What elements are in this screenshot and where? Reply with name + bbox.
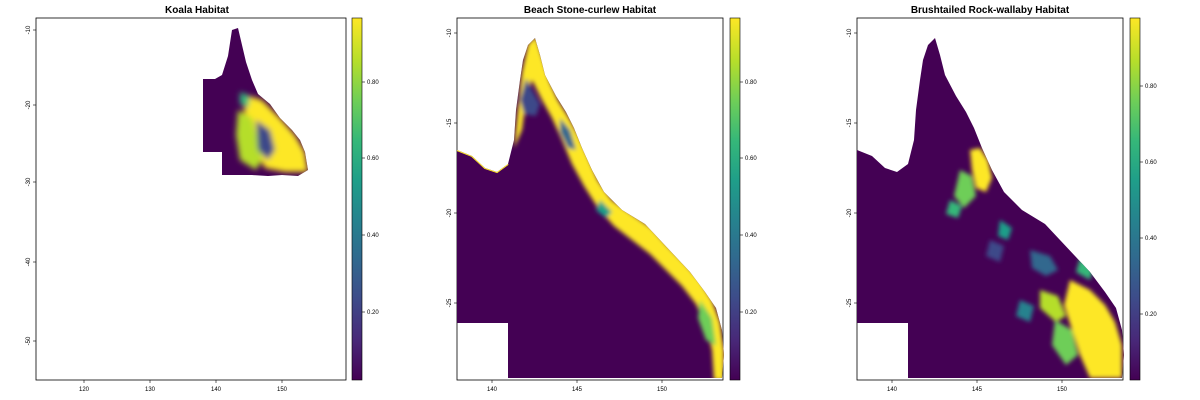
y-tick-label: -10 (26, 25, 32, 34)
y-tick-label: -10 (847, 28, 853, 37)
x-tick-label: 150 (657, 387, 668, 393)
plot-frame (35, 17, 347, 381)
habitat-raster (857, 38, 1124, 378)
legend-tick-label: 0.60 (367, 156, 379, 162)
colorbar (351, 17, 363, 381)
y-tick-label: -10 (447, 28, 453, 37)
y-tick-label: -25 (447, 298, 453, 307)
x-tick-label: 150 (277, 387, 288, 393)
y-tick-label: -40 (26, 257, 32, 266)
legend-tick-label: 0.20 (1145, 312, 1157, 318)
panel-beach-stone-curlew: Beach Stone-curlew Habitat 0.80 0.60 0.4… (447, 5, 757, 393)
legend-colorbar: 0.80 0.60 0.40 0.20 (729, 17, 757, 381)
x-axis: 120 130 140 150 (79, 380, 288, 393)
x-tick-label: 145 (972, 387, 983, 393)
y-tick-label: -15 (447, 118, 453, 127)
colorbar (729, 17, 741, 381)
y-axis: -10 -15 -20 -25 (847, 28, 857, 307)
colorbar (1129, 17, 1141, 381)
y-tick-label: -15 (847, 118, 853, 127)
legend-tick-label: 0.60 (1145, 160, 1157, 166)
panel-koala: Koala Habitat 0.80 0.60 0.40 0.20 (26, 5, 379, 393)
x-tick-label: 145 (572, 387, 583, 393)
y-tick-label: -50 (26, 336, 32, 345)
y-tick-label: -20 (26, 100, 32, 109)
legend-tick-label: 0.80 (367, 80, 379, 86)
x-tick-label: 130 (145, 387, 156, 393)
panel-title: Brushtailed Rock-wallaby Habitat (911, 5, 1070, 16)
x-axis: 140 145 150 (487, 380, 668, 393)
habitat-raster (203, 28, 308, 176)
x-tick-label: 140 (887, 387, 898, 393)
y-axis: -10 -15 -20 -25 (447, 28, 457, 307)
legend-tick-label: 0.80 (745, 80, 757, 86)
legend-tick-label: 0.40 (367, 233, 379, 239)
panel-brushtailed-rock-wallaby: Brushtailed Rock-wallaby Habitat (847, 5, 1157, 393)
x-tick-label: 140 (211, 387, 222, 393)
habitat-raster (457, 38, 724, 378)
legend-colorbar: 0.80 0.60 0.40 0.20 (1129, 17, 1157, 381)
x-tick-label: 150 (1057, 387, 1068, 393)
y-axis: -10 -20 -30 -40 -50 (26, 25, 36, 345)
legend-tick-label: 0.80 (1145, 84, 1157, 90)
legend-tick-label: 0.20 (745, 310, 757, 316)
x-axis: 140 145 150 (887, 380, 1068, 393)
x-tick-label: 120 (79, 387, 90, 393)
y-tick-label: -30 (26, 177, 32, 186)
legend-tick-label: 0.40 (745, 233, 757, 239)
legend-tick-label: 0.20 (367, 310, 379, 316)
y-tick-label: -25 (847, 298, 853, 307)
legend-tick-label: 0.40 (1145, 236, 1157, 242)
legend-colorbar: 0.80 0.60 0.40 0.20 (351, 17, 379, 381)
panel-title: Beach Stone-curlew Habitat (524, 5, 657, 16)
y-tick-label: -20 (847, 208, 853, 217)
y-tick-label: -20 (447, 208, 453, 217)
legend-tick-label: 0.60 (745, 156, 757, 162)
x-tick-label: 140 (487, 387, 498, 393)
panel-title: Koala Habitat (165, 5, 230, 16)
